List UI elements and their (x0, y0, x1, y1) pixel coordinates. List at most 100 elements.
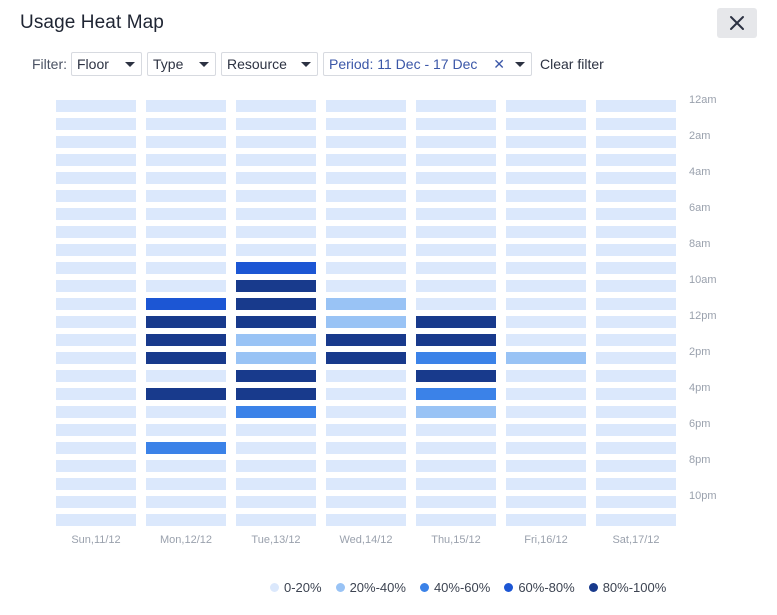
heatmap-cell[interactable] (56, 190, 136, 202)
heatmap-cell[interactable] (236, 442, 316, 454)
heatmap-cell[interactable] (506, 316, 586, 328)
heatmap-cell[interactable] (56, 244, 136, 256)
resource-dropdown[interactable]: Resource (221, 52, 318, 76)
heatmap-cell[interactable] (146, 190, 226, 202)
heatmap-cell[interactable] (146, 154, 226, 166)
heatmap-cell[interactable] (506, 100, 586, 112)
heatmap-cell[interactable] (326, 352, 406, 364)
heatmap-cell[interactable] (236, 514, 316, 526)
heatmap-cell[interactable] (416, 388, 496, 400)
heatmap-cell[interactable] (146, 136, 226, 148)
heatmap-cell[interactable] (416, 136, 496, 148)
heatmap-cell[interactable] (506, 334, 586, 346)
heatmap-cell[interactable] (56, 100, 136, 112)
heatmap-cell[interactable] (416, 190, 496, 202)
heatmap-cell[interactable] (596, 460, 676, 472)
heatmap-cell[interactable] (56, 298, 136, 310)
clear-filter-button[interactable]: Clear filter (540, 56, 604, 72)
heatmap-cell[interactable] (56, 388, 136, 400)
heatmap-cell[interactable] (506, 460, 586, 472)
heatmap-cell[interactable] (236, 424, 316, 436)
type-dropdown[interactable]: Type (147, 52, 216, 76)
heatmap-cell[interactable] (416, 406, 496, 418)
heatmap-cell[interactable] (416, 226, 496, 238)
heatmap-cell[interactable] (236, 118, 316, 130)
heatmap-cell[interactable] (416, 352, 496, 364)
heatmap-cell[interactable] (146, 172, 226, 184)
heatmap-cell[interactable] (56, 208, 136, 220)
heatmap-cell[interactable] (326, 136, 406, 148)
heatmap-cell[interactable] (236, 370, 316, 382)
heatmap-cell[interactable] (326, 388, 406, 400)
heatmap-cell[interactable] (416, 118, 496, 130)
heatmap-cell[interactable] (506, 442, 586, 454)
heatmap-cell[interactable] (416, 514, 496, 526)
heatmap-cell[interactable] (596, 262, 676, 274)
heatmap-cell[interactable] (506, 478, 586, 490)
heatmap-cell[interactable] (596, 280, 676, 292)
heatmap-cell[interactable] (506, 514, 586, 526)
heatmap-cell[interactable] (56, 514, 136, 526)
heatmap-cell[interactable] (326, 244, 406, 256)
heatmap-cell[interactable] (146, 226, 226, 238)
heatmap-cell[interactable] (596, 100, 676, 112)
heatmap-cell[interactable] (146, 208, 226, 220)
close-button[interactable] (717, 8, 757, 38)
heatmap-cell[interactable] (236, 154, 316, 166)
heatmap-cell[interactable] (596, 190, 676, 202)
heatmap-cell[interactable] (326, 298, 406, 310)
heatmap-cell[interactable] (56, 406, 136, 418)
heatmap-cell[interactable] (56, 136, 136, 148)
heatmap-cell[interactable] (596, 406, 676, 418)
heatmap-cell[interactable] (236, 334, 316, 346)
heatmap-cell[interactable] (236, 478, 316, 490)
heatmap-cell[interactable] (146, 316, 226, 328)
heatmap-cell[interactable] (416, 208, 496, 220)
heatmap-cell[interactable] (506, 496, 586, 508)
heatmap-cell[interactable] (56, 352, 136, 364)
heatmap-cell[interactable] (506, 424, 586, 436)
heatmap-cell[interactable] (56, 118, 136, 130)
heatmap-cell[interactable] (506, 298, 586, 310)
heatmap-cell[interactable] (236, 352, 316, 364)
floor-dropdown[interactable]: Floor (71, 52, 142, 76)
heatmap-cell[interactable] (326, 496, 406, 508)
heatmap-cell[interactable] (596, 172, 676, 184)
heatmap-cell[interactable] (596, 352, 676, 364)
heatmap-cell[interactable] (326, 460, 406, 472)
heatmap-cell[interactable] (146, 280, 226, 292)
heatmap-cell[interactable] (326, 118, 406, 130)
heatmap-cell[interactable] (506, 172, 586, 184)
heatmap-cell[interactable] (326, 406, 406, 418)
heatmap-cell[interactable] (56, 226, 136, 238)
heatmap-cell[interactable] (236, 226, 316, 238)
heatmap-cell[interactable] (236, 172, 316, 184)
heatmap-cell[interactable] (236, 298, 316, 310)
heatmap-cell[interactable] (326, 190, 406, 202)
heatmap-cell[interactable] (506, 280, 586, 292)
heatmap-cell[interactable] (236, 262, 316, 274)
heatmap-cell[interactable] (146, 262, 226, 274)
clear-period-icon[interactable]: ✕ (493, 55, 505, 72)
heatmap-cell[interactable] (56, 280, 136, 292)
heatmap-cell[interactable] (56, 460, 136, 472)
period-dropdown[interactable]: Period: 11 Dec - 17 Dec ✕ (323, 52, 532, 76)
heatmap-cell[interactable] (506, 136, 586, 148)
heatmap-cell[interactable] (146, 244, 226, 256)
heatmap-cell[interactable] (416, 334, 496, 346)
heatmap-cell[interactable] (236, 460, 316, 472)
heatmap-cell[interactable] (236, 280, 316, 292)
heatmap-cell[interactable] (146, 478, 226, 490)
heatmap-cell[interactable] (146, 388, 226, 400)
heatmap-cell[interactable] (416, 262, 496, 274)
heatmap-cell[interactable] (506, 262, 586, 274)
heatmap-cell[interactable] (56, 316, 136, 328)
heatmap-cell[interactable] (506, 118, 586, 130)
heatmap-cell[interactable] (146, 100, 226, 112)
heatmap-cell[interactable] (146, 118, 226, 130)
heatmap-cell[interactable] (416, 280, 496, 292)
heatmap-cell[interactable] (326, 514, 406, 526)
heatmap-cell[interactable] (56, 496, 136, 508)
heatmap-cell[interactable] (236, 388, 316, 400)
heatmap-cell[interactable] (326, 370, 406, 382)
